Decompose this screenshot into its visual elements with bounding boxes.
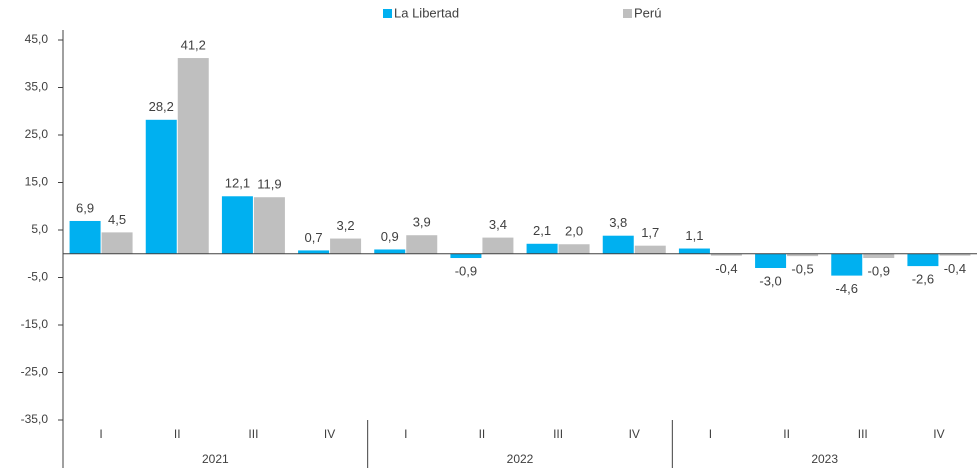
y-tick-label: 35,0 xyxy=(25,80,49,94)
y-tick-label: 45,0 xyxy=(25,32,49,46)
data-label: -2,6 xyxy=(912,272,934,287)
data-label: -0,9 xyxy=(455,263,477,278)
y-tick-label: -15,0 xyxy=(21,317,49,331)
x-tick-label: I xyxy=(404,427,407,441)
data-label: 2,1 xyxy=(533,223,551,238)
bar xyxy=(831,253,863,276)
x-tick-label: I xyxy=(99,427,102,441)
legend-label: La Libertad xyxy=(394,5,459,20)
data-label: 2,0 xyxy=(565,224,583,239)
data-label: -0,4 xyxy=(715,261,737,276)
bar xyxy=(939,253,971,256)
data-label: -4,6 xyxy=(836,281,858,296)
x-group-label: 2023 xyxy=(811,452,838,466)
legend-label: Perú xyxy=(634,5,661,20)
data-label: 0,7 xyxy=(305,230,323,245)
x-tick-label: III xyxy=(858,427,868,441)
y-tick-label: -5,0 xyxy=(27,270,48,284)
x-group-label: 2022 xyxy=(507,452,534,466)
data-label: 6,9 xyxy=(76,200,94,215)
x-tick-label: III xyxy=(553,427,563,441)
bar xyxy=(634,245,666,254)
x-group-label: 2021 xyxy=(202,452,229,466)
y-tick-label: -35,0 xyxy=(21,412,49,426)
x-tick-label: IV xyxy=(933,427,944,441)
y-tick-label: 25,0 xyxy=(25,127,49,141)
bar xyxy=(558,244,590,254)
y-tick-label: 5,0 xyxy=(31,222,48,236)
bar xyxy=(787,253,819,257)
data-label: 3,8 xyxy=(609,215,627,230)
data-label: -0,5 xyxy=(791,262,813,277)
data-label: 4,5 xyxy=(108,212,126,227)
y-tick-label: -25,0 xyxy=(21,365,49,379)
data-label: 41,2 xyxy=(181,37,206,52)
bar xyxy=(374,249,406,254)
bar xyxy=(907,253,939,267)
data-label: 3,2 xyxy=(337,218,355,233)
x-tick-label: IV xyxy=(629,427,640,441)
data-label: 11,9 xyxy=(257,177,281,192)
data-label: 3,9 xyxy=(413,215,431,230)
legend-swatch xyxy=(623,9,632,18)
bar xyxy=(221,196,253,254)
data-label: 3,4 xyxy=(489,217,507,232)
bar xyxy=(526,243,558,254)
data-label: 28,2 xyxy=(149,99,174,114)
bar xyxy=(177,58,209,254)
bar xyxy=(678,248,710,254)
data-label: -3,0 xyxy=(759,273,781,288)
x-tick-label: II xyxy=(783,427,790,441)
data-label: 1,7 xyxy=(641,225,659,240)
bar xyxy=(863,253,895,259)
x-tick-label: I xyxy=(709,427,712,441)
bar xyxy=(253,197,285,254)
bar xyxy=(69,220,101,254)
data-label: 1,1 xyxy=(685,228,703,243)
data-label: 12,1 xyxy=(225,176,250,191)
bar xyxy=(101,232,133,254)
data-label: -0,4 xyxy=(944,261,966,276)
data-label: 0,9 xyxy=(381,229,399,244)
legend-swatch xyxy=(383,9,392,18)
bar xyxy=(602,235,634,254)
bar xyxy=(145,119,177,254)
x-tick-label: IV xyxy=(324,427,335,441)
bar xyxy=(710,253,742,256)
bar xyxy=(450,253,482,259)
bar xyxy=(755,253,787,268)
bar xyxy=(406,235,438,254)
bar xyxy=(298,250,330,254)
data-label: -0,9 xyxy=(868,263,890,278)
bar xyxy=(330,238,362,254)
x-tick-label: II xyxy=(174,427,181,441)
y-tick-label: 15,0 xyxy=(25,175,49,189)
x-tick-label: III xyxy=(248,427,258,441)
bar xyxy=(482,237,514,254)
x-tick-label: II xyxy=(479,427,486,441)
